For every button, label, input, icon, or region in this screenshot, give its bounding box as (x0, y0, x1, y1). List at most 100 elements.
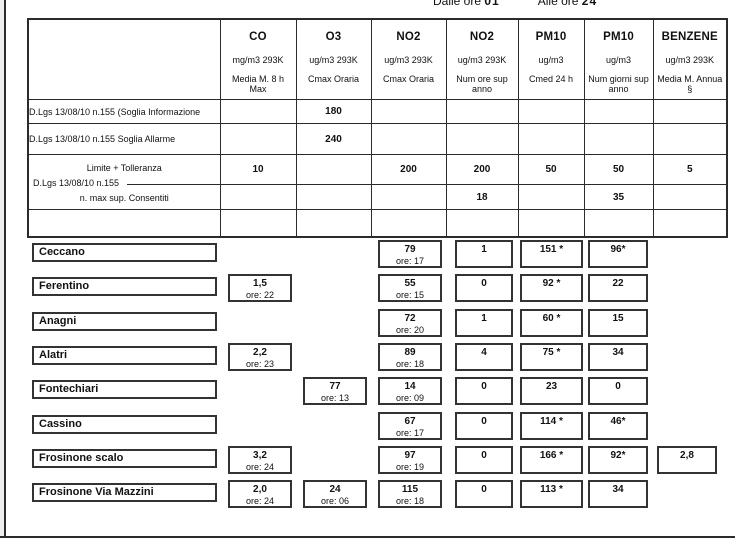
limit-cell (517, 184, 585, 210)
limit-cell (652, 123, 728, 155)
soglia-allarme-row: D.Lgs 13/08/10 n.155 Soglia Allarme 240 (27, 123, 728, 155)
cell-value: 0 (481, 381, 487, 392)
station-cell-no2sup: 0 (455, 377, 513, 405)
station-cell-no2max: 14 ore: 09 (378, 377, 442, 405)
dlgs-group-label: D.Lgs 13/08/10 n.155 (33, 178, 120, 188)
cell-hour: ore: 24 (245, 462, 275, 472)
column-name: BENZENE (661, 31, 718, 43)
column-unit: ug/m3 293K (665, 55, 715, 65)
limit-cell: 5 (652, 154, 728, 185)
limit-cell (219, 123, 297, 155)
station-cell-o3: 24 ore: 06 (303, 480, 367, 508)
empty-cell (370, 209, 447, 237)
max-sup-consentiti-row: 18 35 (28, 184, 728, 210)
limit-cell (517, 99, 585, 124)
cell-value: 15 (612, 313, 624, 324)
cell-hour: ore: 17 (395, 256, 425, 266)
limit-cell (370, 184, 447, 210)
cell-value: 92* (610, 450, 626, 461)
empty-cell (295, 209, 372, 237)
cell-value: 1 (481, 313, 487, 324)
caption-start-hour: 01 (484, 0, 500, 8)
caption-middle: Alle ore (537, 0, 579, 8)
cell-value: 22 (612, 278, 624, 289)
station-cell-no2max: 55 ore: 15 (378, 274, 442, 302)
caption-end-hour: 24 (581, 0, 598, 8)
limit-cell: 50 (583, 154, 654, 185)
column-name: NO2 (396, 31, 421, 43)
station-cell-pm10med: 92 * (520, 274, 583, 302)
cell-hour: ore: 15 (395, 290, 425, 300)
time-range-caption: Dalle ore 01 Alle ore 24 (433, 0, 597, 8)
sub-row-label: n. max sup. Consentiti (79, 193, 169, 203)
station-cell-co: 3,2 ore: 24 (228, 446, 292, 474)
cell-hour: ore: 09 (395, 393, 425, 403)
limits-table: CO mg/m3 293K Media M. 8 h Max O3 ug/m3 … (27, 18, 728, 238)
station-cell-no2max: 79 ore: 17 (378, 240, 442, 268)
station-cell-pm10sup: 92* (588, 446, 648, 474)
limit-cell (295, 154, 372, 185)
cell-value: 0 (481, 450, 487, 461)
limit-cell: 200 (370, 154, 447, 185)
cell-value: 60 * (542, 313, 561, 324)
empty-cell (652, 209, 728, 237)
cell-value: 97 (404, 450, 416, 461)
cell-value: 72 (404, 313, 416, 324)
station-label: Ceccano (32, 243, 217, 262)
station-cell-pm10med: 151 * (520, 240, 583, 268)
column-unit: mg/m3 293K (232, 55, 284, 65)
column-metric: Num ore sup anno (456, 74, 508, 94)
cell-value: 89 (404, 347, 416, 358)
cell-value: 34 (612, 347, 624, 358)
cell-hour: ore: 17 (395, 428, 425, 438)
cell-value: 4 (481, 347, 487, 358)
limit-cell: 10 (219, 154, 297, 185)
cell-value: 3,2 (253, 450, 267, 461)
station-cell-no2max: 97 ore: 19 (378, 446, 442, 474)
limit-cell: 240 (295, 123, 372, 155)
station-cell-no2max: 67 ore: 17 (378, 412, 442, 440)
column-name: PM10 (603, 31, 634, 43)
station-cell-no2sup: 1 (455, 240, 513, 268)
cell-value: 96* (610, 244, 626, 255)
cell-value: 46* (610, 416, 626, 427)
empty-cell (517, 209, 585, 237)
table-header-row: CO mg/m3 293K Media M. 8 h Max O3 ug/m3 … (27, 18, 728, 100)
cell-value: 0 (481, 278, 487, 289)
station-cell-pm10med: 60 * (520, 309, 583, 337)
cell-hour: ore: 13 (320, 393, 350, 403)
column-header-pm10-sup: PM10 ug/m3 Num giorni sup anno (583, 18, 654, 100)
cell-value: 0 (481, 416, 487, 427)
cell-value: 24 (329, 484, 341, 495)
station-cell-o3: 77 ore: 13 (303, 377, 367, 405)
column-metric: Cmax Oraria (307, 74, 359, 84)
column-name: O3 (325, 31, 342, 43)
caption-prefix: Dalle ore (433, 0, 482, 8)
limit-cell (517, 123, 585, 155)
station-cell-pm10med: 75 * (520, 343, 583, 371)
cell-hour: ore: 18 (395, 496, 425, 506)
cell-value: 79 (404, 244, 416, 255)
limit-cell: 200 (445, 154, 519, 185)
empty-cell (219, 209, 297, 237)
station-cell-co: 2,2 ore: 23 (228, 343, 292, 371)
station-label: Anagni (32, 312, 217, 331)
column-metric: Cmax Oraria (382, 74, 434, 84)
column-name: NO2 (469, 31, 495, 43)
limit-cell: 35 (583, 184, 654, 210)
limit-cell (370, 123, 447, 155)
station-cell-no2max: 72 ore: 20 (378, 309, 442, 337)
station-label: Fontechiari (32, 380, 217, 399)
limit-cell (219, 184, 297, 210)
column-metric: Media M. 8 h Max (231, 74, 285, 94)
sub-row-label: Limite + Tolleranza (86, 163, 162, 173)
station-cell-pm10sup: 0 (588, 377, 648, 405)
soglia-informazione-row: D.Lgs 13/08/10 n.155 (Soglia Informazion… (27, 99, 728, 124)
station-cell-pm10sup: 34 (588, 480, 648, 508)
cell-value: 14 (404, 381, 416, 392)
limit-cell (370, 99, 447, 124)
station-cell-pm10sup: 34 (588, 343, 648, 371)
column-unit: ug/m3 (605, 55, 631, 65)
cell-value: 23 (545, 381, 558, 392)
